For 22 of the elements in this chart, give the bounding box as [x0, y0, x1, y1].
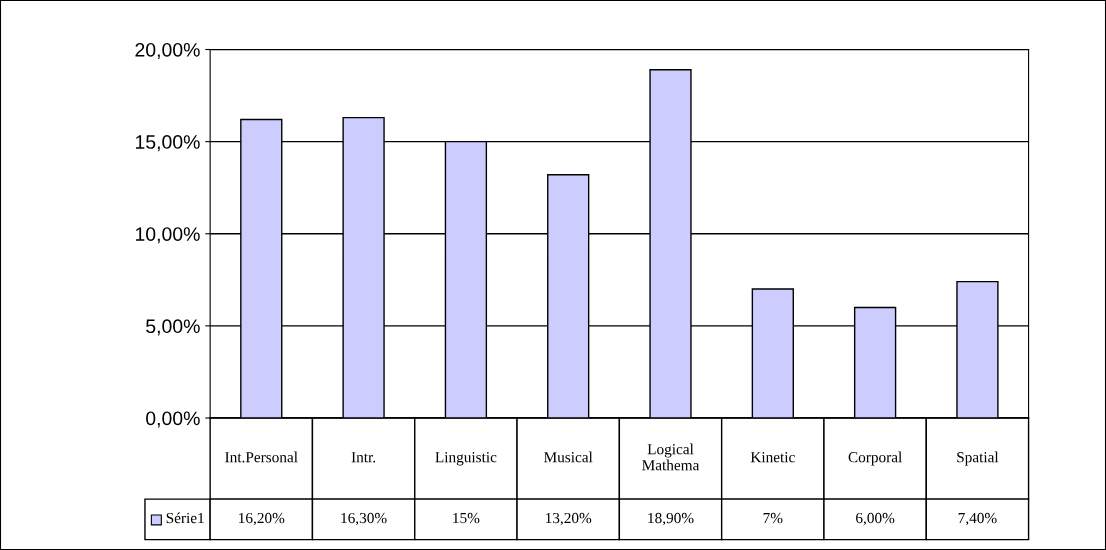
y-tick-label: 5,00% — [146, 319, 200, 336]
data-label: 18,90% — [648, 512, 694, 526]
data-label: 13,20% — [546, 512, 592, 526]
data-label: 7,40% — [958, 512, 997, 526]
x-tick-label: Musical — [544, 451, 593, 463]
x-tick-label: Logical Mathema — [642, 443, 700, 471]
data-label: 16,30% — [341, 512, 387, 526]
y-tick-label: 15,00% — [135, 135, 200, 152]
legend-label: Série1 — [166, 512, 204, 524]
x-tick-label: Corporal — [848, 451, 902, 466]
y-tick-label: 20,00% — [135, 42, 200, 60]
data-label: 6,00% — [856, 512, 895, 526]
data-label: 15% — [453, 512, 480, 524]
x-tick-label: Int.Personal — [225, 451, 298, 463]
x-tick-label: Kinetic — [750, 452, 795, 463]
y-tick-label: 0,00% — [146, 411, 200, 428]
x-tick-label: Intr. — [351, 452, 376, 463]
x-tick-label: Linguistic — [435, 452, 497, 466]
x-tick-label: Spatial — [957, 451, 999, 466]
y-tick-label: 10,00% — [135, 227, 200, 244]
data-label: 7% — [763, 512, 783, 524]
data-label: 16,20% — [239, 512, 285, 526]
